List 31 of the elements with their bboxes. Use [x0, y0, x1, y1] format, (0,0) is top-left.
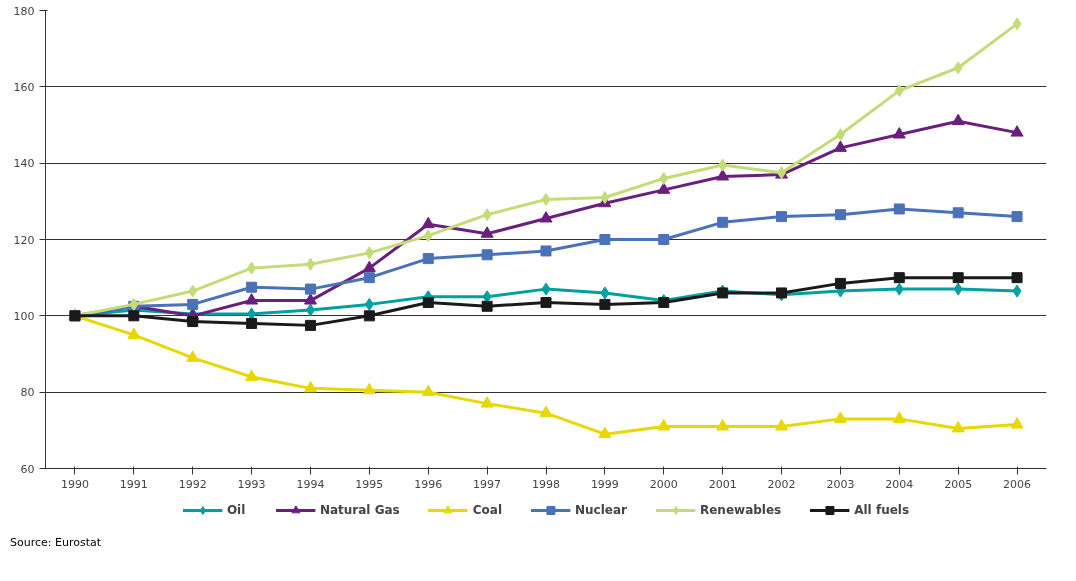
- y-tick-label: 60: [20, 462, 35, 476]
- x-tick-label: 1990: [60, 477, 89, 491]
- x-tick-label: 1996: [414, 477, 443, 491]
- y-tick-label: 180: [13, 4, 35, 18]
- y-tick-label: 80: [20, 386, 35, 400]
- x-tick-label: 1997: [473, 477, 502, 491]
- legend-label: Renewables: [699, 503, 782, 517]
- x-tick-label: 1998: [532, 477, 560, 491]
- x-tick-label: 2000: [649, 477, 678, 491]
- legend-label: Nuclear: [575, 503, 627, 517]
- y-tick-label: 140: [13, 157, 35, 171]
- y-tick-label: 160: [13, 80, 35, 94]
- legend-label: All fuels: [854, 503, 910, 517]
- x-tick-label: 2002: [767, 477, 796, 491]
- x-tick-label: 1993: [237, 477, 266, 491]
- x-tick-label: 1992: [178, 477, 207, 491]
- x-tick-label: 2005: [944, 477, 973, 491]
- x-tick-label: 1994: [296, 477, 325, 491]
- y-tick-label: 100: [13, 309, 35, 323]
- x-tick-label: 2001: [708, 477, 737, 491]
- source-note: Source: Eurostat: [10, 535, 102, 551]
- x-tick-label: 2004: [885, 477, 914, 491]
- x-tick-label: 2006: [1003, 477, 1032, 491]
- y-tick-label: 120: [13, 233, 35, 247]
- x-tick-label: 2003: [826, 477, 855, 491]
- x-tick-label: 1991: [119, 477, 148, 491]
- legend-label: Coal: [472, 503, 503, 517]
- legend-label: Oil: [226, 503, 247, 517]
- legend-label: Natural Gas: [319, 503, 400, 517]
- x-tick-label: 1995: [355, 477, 384, 491]
- x-tick-label: 1999: [590, 477, 619, 491]
